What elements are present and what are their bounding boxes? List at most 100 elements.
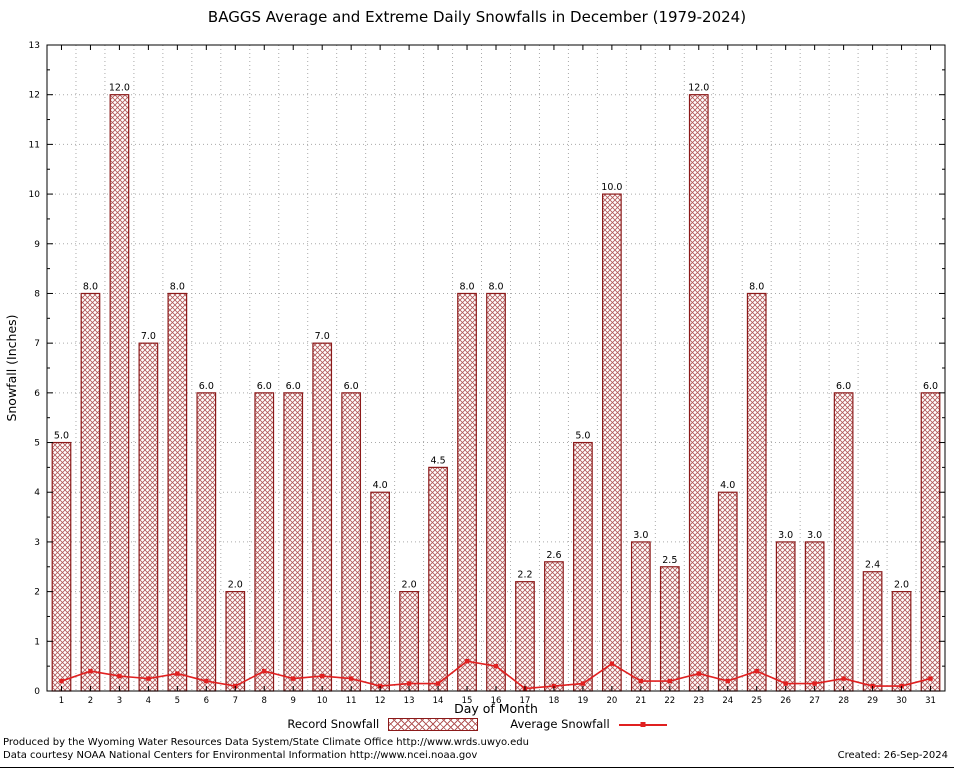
- bar-value-label: 8.0: [488, 281, 503, 292]
- average-marker: [493, 663, 499, 669]
- bar-value-label: 2.5: [662, 555, 677, 566]
- record-bar-day-13: [399, 591, 419, 692]
- bar-value-label: 4.0: [373, 480, 388, 491]
- y-tick-label: 8: [34, 289, 40, 299]
- record-bar-day-30: [891, 591, 912, 692]
- record-bar-day-5: [167, 292, 188, 692]
- bar-value-label: 4.0: [720, 480, 735, 491]
- record-snowfall-swatch: [388, 717, 479, 731]
- record-bar-day-23: [688, 94, 709, 692]
- average-marker: [638, 678, 644, 684]
- bar-value-label: 2.0: [894, 580, 909, 591]
- average-marker: [667, 678, 673, 684]
- record-bar-day-24: [717, 491, 738, 692]
- chart-title: BAGGS Average and Extreme Daily Snowfall…: [207, 8, 747, 26]
- x-tick-label: 14: [433, 696, 444, 706]
- average-marker: [117, 673, 122, 679]
- x-tick-label: 7: [233, 696, 238, 706]
- x-tick-label: 16: [491, 696, 502, 706]
- bar-value-label: 3.0: [807, 530, 822, 541]
- footer-produced-by: Produced by the Wyoming Water Resources …: [3, 737, 529, 748]
- y-tick-label: 10: [29, 190, 41, 200]
- record-bar-day-15: [457, 292, 477, 692]
- bar-value-label: 6.0: [923, 381, 938, 392]
- y-tick-label: 0: [34, 687, 40, 697]
- average-marker: [291, 676, 296, 681]
- x-tick-label: 5: [175, 696, 180, 706]
- record-bar-day-3: [109, 94, 130, 692]
- x-tick-label: 9: [291, 696, 296, 706]
- x-tick-label: 24: [722, 696, 733, 706]
- x-tick-label: 6: [204, 696, 209, 706]
- average-marker: [406, 681, 412, 686]
- average-marker: [59, 678, 64, 684]
- record-bar-day-19: [573, 441, 593, 692]
- x-tick-label: 20: [606, 696, 617, 706]
- record-bar-day-22: [659, 566, 680, 692]
- bar-value-label: 8.0: [83, 281, 98, 292]
- average-marker: [783, 681, 788, 686]
- average-marker: [812, 681, 817, 686]
- average-marker: [88, 668, 93, 674]
- average-marker: [175, 671, 180, 676]
- average-marker: [725, 678, 730, 684]
- x-tick-label: 13: [404, 696, 415, 706]
- x-tick-label: 23: [693, 696, 704, 706]
- record-bar-day-14: [428, 466, 448, 692]
- y-tick-label: 12: [29, 91, 40, 101]
- bar-value-label: 6.0: [199, 381, 214, 392]
- average-marker: [262, 668, 267, 674]
- average-marker: [696, 671, 701, 676]
- bar-value-label: 8.0: [749, 281, 764, 292]
- average-marker: [319, 673, 325, 679]
- x-tick-label: 27: [809, 696, 820, 706]
- bar-value-label: 7.0: [141, 331, 156, 342]
- bar-value-label: 7.0: [315, 331, 330, 342]
- x-tick-label: 3: [117, 696, 122, 706]
- record-bar-day-10: [312, 342, 333, 692]
- bar-value-label: 6.0: [257, 381, 272, 392]
- x-tick-label: 26: [780, 696, 791, 706]
- x-tick-label: 12: [375, 696, 386, 706]
- record-bar-day-16: [486, 292, 506, 692]
- bar-value-label: 12.0: [109, 83, 130, 94]
- record-bar-day-27: [804, 541, 825, 692]
- record-bar-day-25: [746, 292, 767, 692]
- bar-value-label: 5.0: [575, 431, 590, 442]
- average-marker: [204, 678, 209, 684]
- record-bar-day-17: [515, 581, 535, 692]
- x-tick-label: 2: [88, 696, 93, 706]
- record-bar-day-31: [920, 392, 941, 692]
- x-tick-label: 1: [59, 696, 64, 706]
- record-snowfall-bars: 5.0 8.0 12.0 7.0 8.0 6.0 2.0 6.0 6.0 7.0 6.0 4.0 2.0…: [51, 83, 941, 692]
- bar-value-label: 2.2: [517, 570, 532, 581]
- bar-value-label: 6.0: [836, 381, 851, 392]
- record-bar-day-4: [138, 342, 159, 692]
- record-bar-day-12: [370, 491, 390, 692]
- record-bar-day-18: [544, 561, 564, 692]
- record-bar-day-7: [225, 591, 246, 692]
- bar-value-label: 2.0: [228, 580, 243, 591]
- x-tick-label: 31: [925, 696, 936, 706]
- y-axis-label: Snowfall (Inches): [4, 314, 19, 422]
- x-tick-label: 15: [462, 696, 473, 706]
- average-marker: [464, 658, 470, 664]
- y-tick-label: 4: [34, 488, 40, 498]
- snowfall-plot: 5.0 8.0 12.0 7.0 8.0 6.0 2.0 6.0 6.0 7.0 6.0 4.0 2.0…: [29, 41, 946, 706]
- average-marker: [754, 668, 759, 674]
- bar-value-label: 3.0: [778, 530, 793, 541]
- x-tick-label: 11: [346, 696, 357, 706]
- y-tick-label: 3: [34, 538, 40, 548]
- legend-average-label: Average Snowfall: [510, 717, 610, 731]
- bar-value-label: 12.0: [688, 83, 709, 94]
- x-tick-label: 29: [867, 696, 878, 706]
- x-tick-label: 4: [146, 696, 151, 706]
- x-tick-label: 10: [317, 696, 328, 706]
- bar-value-label: 6.0: [344, 381, 359, 392]
- footer-row: Data courtesy NOAA National Centers for …: [3, 750, 948, 761]
- x-tick-label: 21: [635, 696, 646, 706]
- y-tick-label: 13: [29, 41, 40, 51]
- record-bar-day-6: [196, 392, 217, 692]
